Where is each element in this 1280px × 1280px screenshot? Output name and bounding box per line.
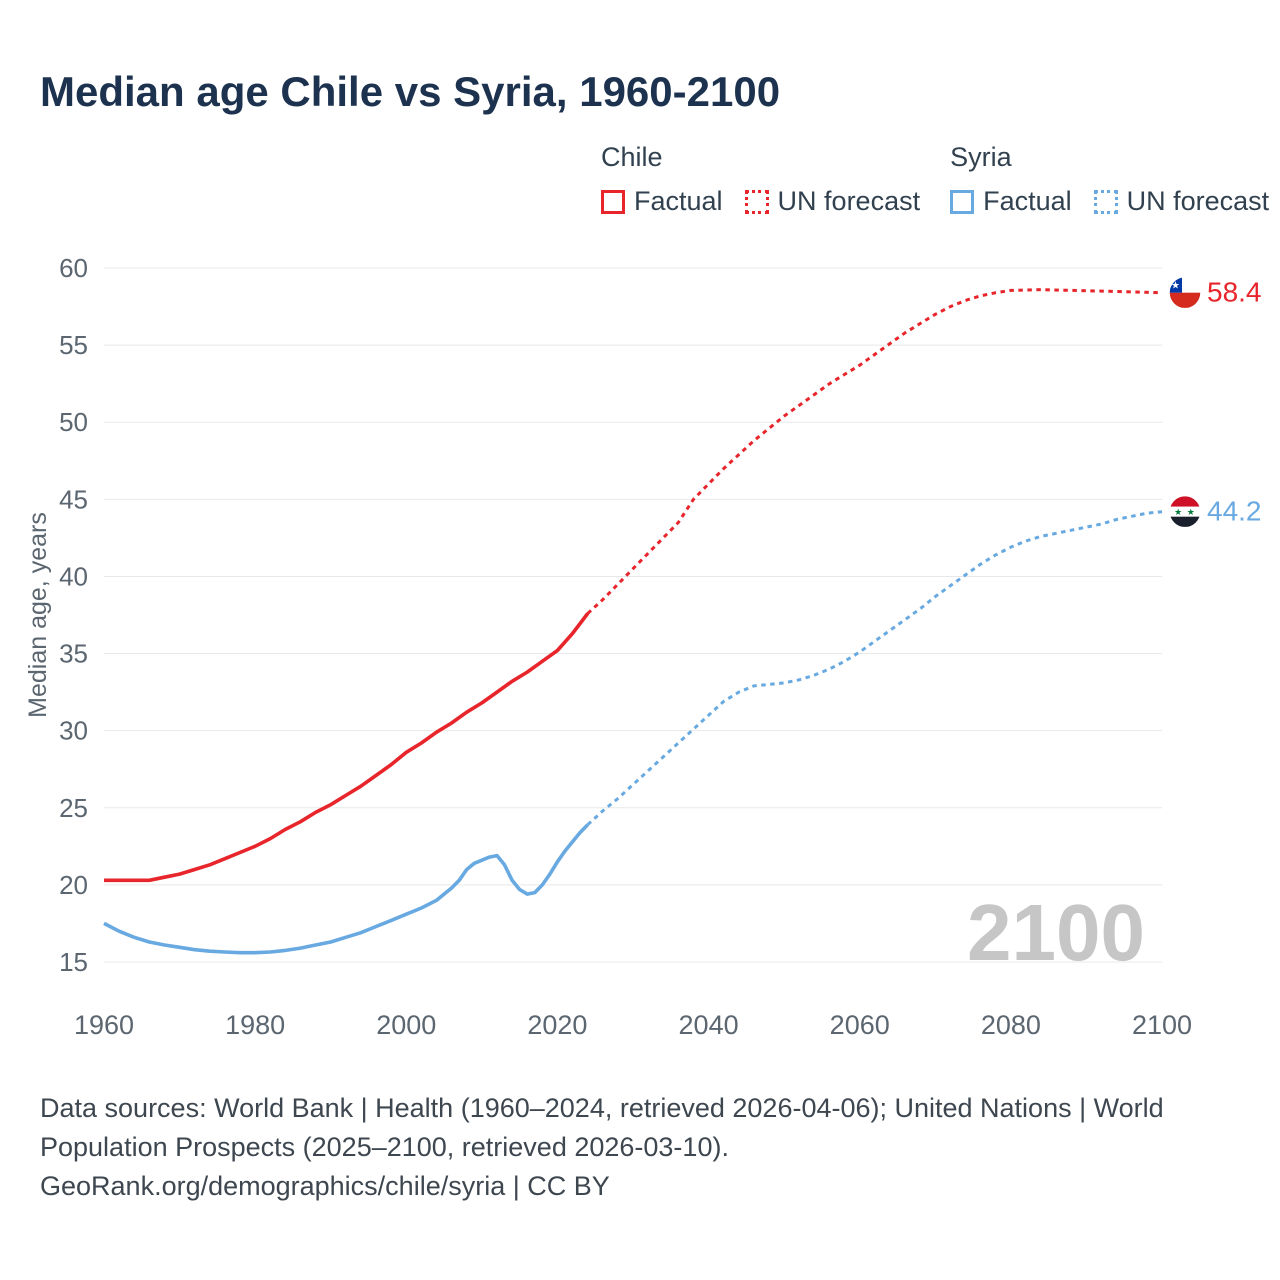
end-value-chile: 58.4 xyxy=(1207,277,1262,308)
footer-line-3: GeoRank.org/demographics/chile/syria | C… xyxy=(40,1171,610,1201)
x-tick-label: 2080 xyxy=(981,1010,1041,1040)
chile-factual-swatch-icon xyxy=(601,189,625,214)
chart-watermark: 2100 xyxy=(967,888,1145,977)
chile-forecast-swatch-icon xyxy=(744,189,769,214)
data-sources: Data sources: World Bank | Health (1960–… xyxy=(40,1089,1164,1206)
x-tick-label: 2020 xyxy=(527,1010,587,1040)
y-axis-title: Median age, years xyxy=(24,512,52,718)
x-tick-label: 2060 xyxy=(830,1010,890,1040)
x-tick-label: 2040 xyxy=(679,1010,739,1040)
footer-line-2: Population Prospects (2025–2100, retriev… xyxy=(40,1132,729,1162)
chart-title: Median age Chile vs Syria, 1960-2100 xyxy=(40,68,781,115)
legend-row-chile: Factual UN forecast xyxy=(601,186,920,217)
y-tick-label: 55 xyxy=(59,330,88,360)
syria-factual-label: Factual xyxy=(983,186,1072,216)
y-tick-label: 25 xyxy=(59,793,88,823)
y-tick-label: 60 xyxy=(59,253,88,283)
syria-flag-icon: ★ ★ xyxy=(1168,494,1202,529)
end-value-syria: 44.2 xyxy=(1207,496,1262,527)
y-tick-label: 40 xyxy=(59,561,88,591)
legend-group-chile: Chile Factual UN forecast xyxy=(601,142,920,217)
series-chile-forecast xyxy=(586,288,1163,615)
syria-forecast-label: UN forecast xyxy=(1126,186,1270,216)
x-tick-label: 1980 xyxy=(225,1010,285,1040)
series-syria-factual xyxy=(103,823,589,955)
y-tick-label: 15 xyxy=(59,947,88,977)
legend-group-syria: Syria Factual UN forecast xyxy=(950,142,1269,217)
legend-country-chile: Chile xyxy=(601,142,663,172)
y-tick-label: 35 xyxy=(59,639,88,669)
legend-country-syria: Syria xyxy=(950,142,1012,172)
chile-flag-icon: ★ xyxy=(1168,275,1202,310)
svg-text:★: ★ xyxy=(1171,281,1180,292)
x-tick-label: 2000 xyxy=(376,1010,436,1040)
svg-text:★ ★: ★ ★ xyxy=(1174,507,1196,517)
footer-line-1: Data sources: World Bank | Health (1960–… xyxy=(40,1093,1164,1123)
chart-legend: Chile Factual UN forecast Syria Factual … xyxy=(601,142,1269,217)
chile-forecast-label: UN forecast xyxy=(777,186,921,216)
chile-factual-label: Factual xyxy=(634,186,723,216)
syria-forecast-swatch-icon xyxy=(1093,189,1118,214)
y-tick-label: 50 xyxy=(59,407,88,437)
legend-row-syria: Factual UN forecast xyxy=(950,186,1269,217)
series-syria-forecast xyxy=(586,510,1163,826)
y-tick-label: 20 xyxy=(59,870,88,900)
y-tick-label: 45 xyxy=(59,484,88,514)
series-chile-factual xyxy=(104,612,590,883)
chart-svg: 15 20 25 30 35 40 45 50 55 60 1960 1980 2000 2020 2040… xyxy=(24,253,1262,1040)
x-tick-label: 2100 xyxy=(1132,1010,1192,1040)
syria-factual-swatch-icon xyxy=(950,189,975,214)
y-tick-label: 30 xyxy=(59,716,88,746)
x-tick-label: 1960 xyxy=(74,1010,134,1040)
